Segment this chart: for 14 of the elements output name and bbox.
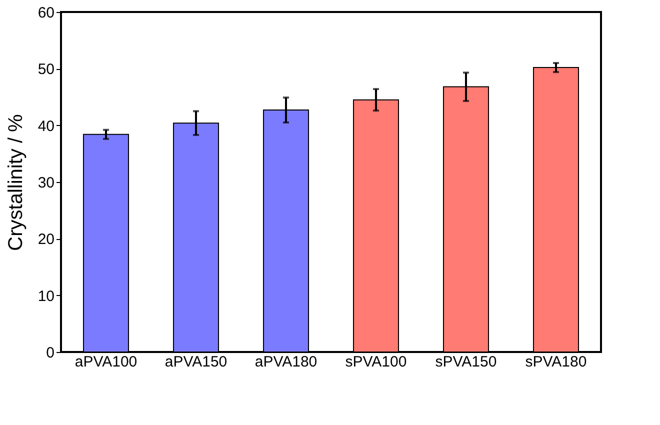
x-tick-label: sPVA180 <box>525 354 587 370</box>
x-tick-label: sPVA100 <box>345 354 407 370</box>
y-tick-label: 0 <box>46 344 54 362</box>
y-tick-label: 10 <box>38 288 54 305</box>
y-tick-label: 60 <box>38 4 54 22</box>
x-tick-label: sPVA150 <box>435 354 497 370</box>
y-tick-label: 40 <box>38 118 54 135</box>
y-axis-title: Crystallinity / % <box>4 114 27 251</box>
y-tick-label: 30 <box>38 174 54 192</box>
x-tick-label: aPVA180 <box>254 354 318 370</box>
y-tick-label: 50 <box>38 61 54 78</box>
x-tick-label: aPVA150 <box>164 354 228 370</box>
x-tick-label: aPVA100 <box>74 354 138 370</box>
y-tick-label: 20 <box>38 231 54 248</box>
